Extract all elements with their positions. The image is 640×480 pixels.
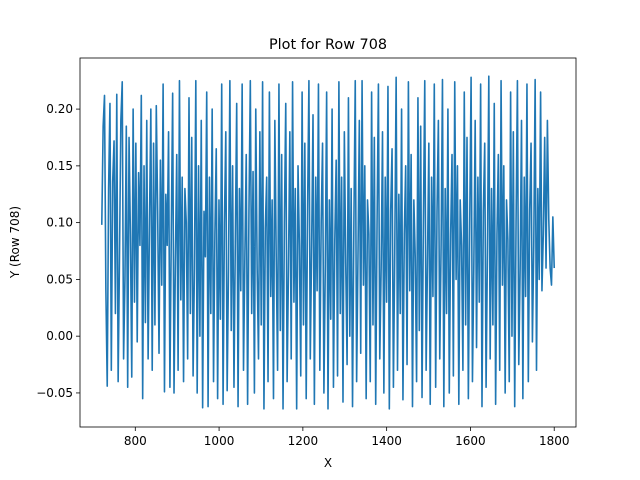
x-tick-label: 1000	[204, 434, 235, 448]
y-tick-label: 0.20	[46, 102, 73, 116]
series-line	[100, 75, 556, 410]
y-tick-label: 0.10	[46, 216, 73, 230]
x-tick-label: 1400	[371, 434, 402, 448]
y-tick-label: 0.05	[46, 272, 73, 286]
y-tick-label: 0.00	[46, 329, 73, 343]
x-tick-label: 1600	[455, 434, 486, 448]
x-axis: 800 1000 1200 1400 1600 1800	[124, 427, 570, 448]
x-tick-label: 1200	[288, 434, 319, 448]
y-tick-label: 0.15	[46, 159, 73, 173]
x-axis-label: X	[324, 456, 332, 470]
x-tick-label: 800	[124, 434, 147, 448]
y-axis: −0.05 0.00 0.05 0.10 0.15 0.20	[36, 102, 80, 400]
series-layer	[100, 75, 556, 410]
plot-frame	[79, 57, 577, 428]
y-tick-label: −0.05	[36, 386, 73, 400]
y-axis-label: Y (Row 708)	[8, 206, 22, 279]
x-tick-label: 1800	[539, 434, 570, 448]
chart-title: Plot for Row 708	[269, 37, 387, 53]
